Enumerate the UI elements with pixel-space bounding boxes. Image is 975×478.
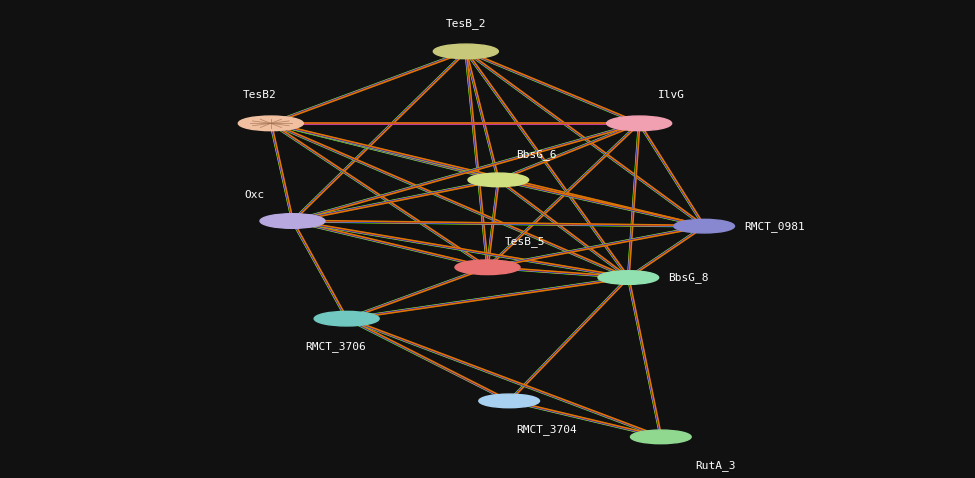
Text: IlvG: IlvG	[658, 90, 685, 100]
Ellipse shape	[433, 44, 498, 59]
Text: BbsG_8: BbsG_8	[668, 272, 708, 283]
Text: TesB_5: TesB_5	[505, 236, 546, 247]
Ellipse shape	[606, 116, 672, 130]
Text: RMCT_0981: RMCT_0981	[744, 221, 805, 232]
Text: RMCT_3706: RMCT_3706	[305, 341, 367, 352]
Text: Oxc: Oxc	[245, 190, 264, 200]
Text: BbsG_6: BbsG_6	[516, 149, 557, 160]
Text: RMCT_3704: RMCT_3704	[517, 424, 577, 435]
Ellipse shape	[260, 214, 325, 228]
Ellipse shape	[674, 219, 734, 233]
Text: TesB_2: TesB_2	[446, 18, 487, 29]
Ellipse shape	[455, 260, 520, 274]
Ellipse shape	[598, 271, 659, 284]
Ellipse shape	[314, 311, 379, 326]
Text: TesB2: TesB2	[243, 90, 277, 100]
Text: RutA_3: RutA_3	[695, 460, 735, 471]
Ellipse shape	[631, 430, 691, 444]
Ellipse shape	[468, 173, 528, 187]
Ellipse shape	[479, 394, 539, 408]
Ellipse shape	[238, 116, 303, 130]
